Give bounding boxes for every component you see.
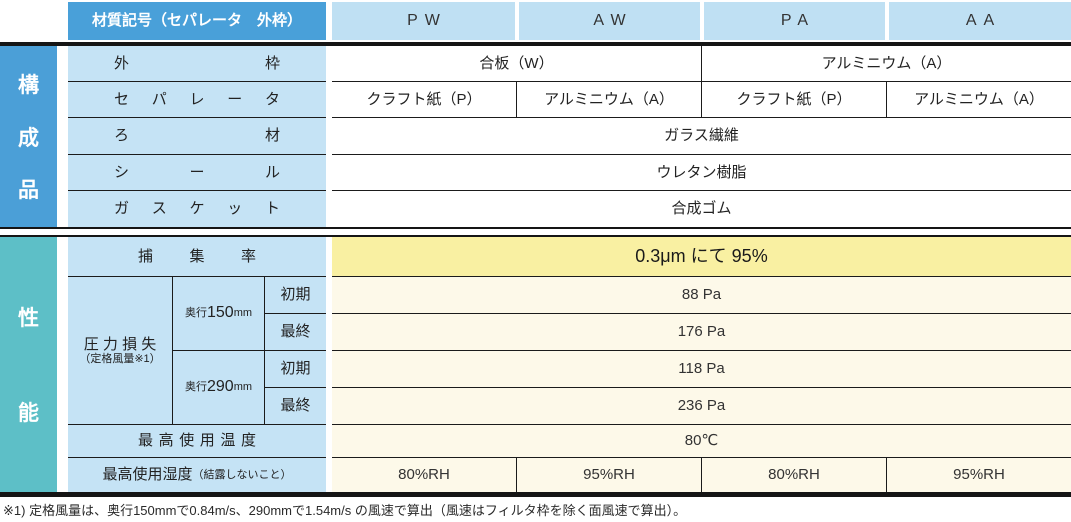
stage-initial-150: 初期 (265, 277, 326, 314)
max-temperature-value: 80℃ (332, 425, 1071, 458)
depth-unit: mm (233, 307, 253, 320)
column-header-label: PW (407, 11, 447, 29)
row-label-filter-media: ろ材 (68, 118, 326, 155)
stage-initial-290: 初期 (265, 351, 326, 388)
column-header-label: PA (780, 11, 816, 29)
depth-prefix: 奥行 (184, 307, 207, 320)
separator-value-aa: アルミニウム（A） (887, 82, 1071, 118)
cell-value: アルミニウム（A） (914, 90, 1044, 108)
row-label: 最高使用湿度 (102, 466, 193, 484)
pressure-loss-sublabel: （定格風量※1） (79, 352, 161, 365)
row-label-max-humidity: 最高使用湿度 （結露しないこと） (68, 458, 326, 492)
stage-label: 最終 (280, 397, 311, 415)
row-label: ろ材 (114, 127, 280, 145)
cell-value: アルミニウム（A） (821, 54, 952, 72)
cell-value: ガラス繊維 (664, 127, 739, 145)
side-char: 性 (18, 307, 39, 330)
row-label: セパレータ (114, 90, 280, 108)
outer-frame-value-w: 合板（W） (332, 46, 702, 82)
row-sublabel: （結露しないこと） (192, 468, 292, 481)
section-rule-top (0, 227, 1071, 229)
cell-value: クラフト紙（P） (366, 90, 482, 108)
depth-value: 290 (206, 378, 234, 396)
cell-value: 0.3μm にて 95% (635, 246, 768, 267)
depth-prefix: 奥行 (184, 381, 207, 394)
bottom-rule (0, 492, 1071, 497)
column-header-aw: AW (519, 2, 700, 40)
depth-150-label: 奥行 150 mm (173, 277, 265, 351)
column-header-pa: PA (704, 2, 885, 40)
row-label-pressure-loss: 圧 力 損 失 （定格風量※1） (68, 277, 173, 425)
cell-value: 合成ゴム (671, 200, 732, 218)
row-label: シール (114, 163, 280, 181)
side-char: 構 (18, 73, 39, 97)
max-humidity-value-pw: 80%RH (332, 458, 517, 492)
cell-value: 95%RH (953, 466, 1005, 484)
cell-value: 80%RH (398, 466, 450, 484)
cell-value: クラフト紙（P） (736, 90, 852, 108)
pressure-loss-label: 圧 力 損 失 (83, 335, 157, 353)
cell-value: 合板（W） (479, 54, 554, 72)
stage-final-290: 最終 (265, 388, 326, 425)
row-label-gasket: ガスケット (68, 191, 326, 227)
row-label-capture-rate: 捕集率 (68, 237, 326, 277)
pressure-final-290-value: 236 Pa (332, 388, 1071, 425)
cell-value: 118 Pa (678, 360, 725, 378)
depth-value: 150 (206, 304, 234, 322)
depth-290-label: 奥行 290 mm (173, 351, 265, 425)
stage-label: 初期 (280, 286, 311, 304)
row-label: 最高使用温度 (138, 432, 256, 450)
separator-value-aw: アルミニウム（A） (517, 82, 702, 118)
row-label: 外枠 (114, 54, 280, 72)
row-label-max-temperature: 最高使用温度 (68, 425, 326, 458)
section-rule-bottom (0, 235, 1071, 237)
column-header-label: AA (965, 11, 1002, 29)
separator-value-pw: クラフト紙（P） (332, 82, 517, 118)
composition-side-label: 構 成 品 (0, 46, 57, 227)
row-label-outer-frame: 外枠 (68, 46, 326, 82)
column-header-pw: PW (332, 2, 515, 40)
seal-value: ウレタン樹脂 (332, 155, 1071, 191)
filter-media-value: ガラス繊維 (332, 118, 1071, 155)
header-rule (0, 42, 1071, 46)
cell-value: 80%RH (768, 466, 820, 484)
cell-value: 80℃ (684, 432, 719, 450)
material-code-label: 材質記号（セパレータ 外枠） (91, 12, 302, 30)
capture-rate-value: 0.3μm にて 95% (332, 237, 1071, 277)
row-label-seal: シール (68, 155, 326, 191)
footnote: ※1) 定格風量は、奥行150mmで0.84m/s、290mmで1.54m/s … (3, 503, 687, 518)
max-humidity-value-aa: 95%RH (887, 458, 1071, 492)
side-char: 成 (18, 126, 39, 150)
pressure-initial-290-value: 118 Pa (332, 351, 1071, 388)
cell-value: 176 Pa (677, 323, 726, 341)
cell-value: アルミニウム（A） (544, 90, 674, 108)
stage-final-150: 最終 (265, 314, 326, 351)
depth-unit: mm (233, 381, 253, 394)
stage-label: 最終 (280, 323, 311, 341)
separator-value-pa: クラフト紙（P） (702, 82, 887, 118)
max-humidity-value-aw: 95%RH (517, 458, 702, 492)
cell-value: 236 Pa (677, 397, 726, 415)
max-humidity-value-pa: 80%RH (702, 458, 887, 492)
side-char: 能 (18, 402, 39, 425)
outer-frame-value-a: アルミニウム（A） (702, 46, 1071, 82)
cell-value: 95%RH (583, 466, 635, 484)
side-char: 品 (18, 179, 39, 203)
cell-value: 88 Pa (681, 286, 722, 304)
material-code-header: 材質記号（セパレータ 外枠） (68, 2, 326, 40)
pressure-final-150-value: 176 Pa (332, 314, 1071, 351)
gasket-value: 合成ゴム (332, 191, 1071, 227)
row-label-separator: セパレータ (68, 82, 326, 118)
stage-label: 初期 (280, 360, 311, 378)
column-header-aa: AA (889, 2, 1071, 40)
performance-side-label: 性 能 (0, 237, 57, 492)
cell-value: ウレタン樹脂 (656, 163, 747, 181)
row-label: 捕集率 (138, 247, 256, 265)
column-header-label: AW (593, 11, 633, 29)
row-label: ガスケット (114, 200, 280, 218)
pressure-initial-150-value: 88 Pa (332, 277, 1071, 314)
